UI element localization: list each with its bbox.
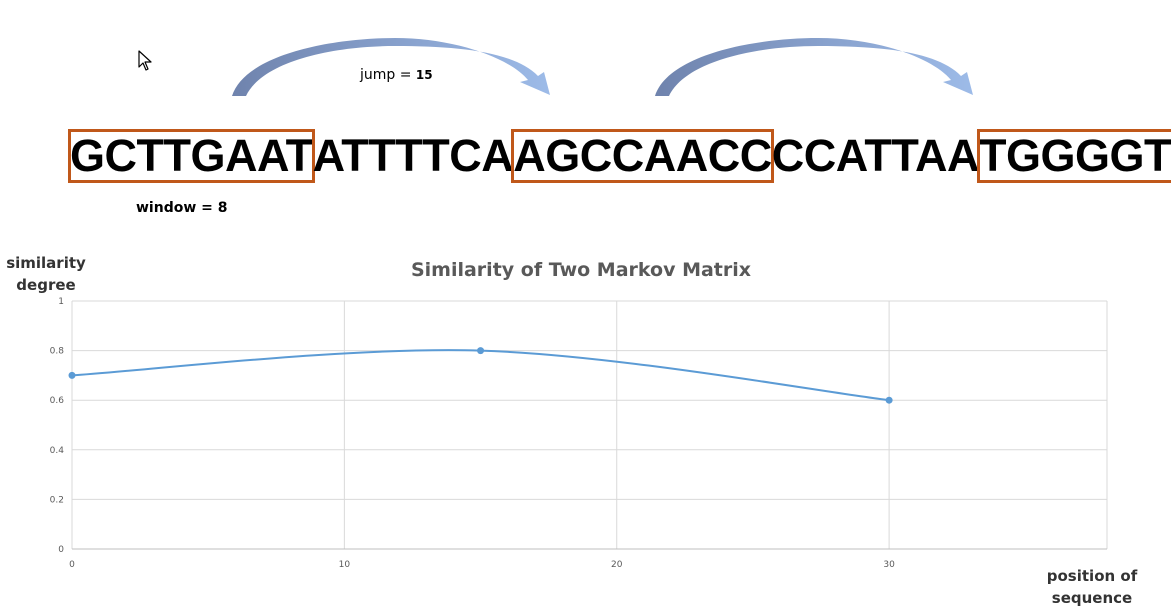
sequence-window-0: GCTTGAAT <box>68 129 315 183</box>
y-axis-title: similarity degree <box>6 252 86 296</box>
x-tick-label-0: 0 <box>69 560 75 570</box>
x-axis-title-line2: sequence <box>1051 589 1133 607</box>
jump-arrows <box>232 38 973 96</box>
jump-arrow-1 <box>232 38 550 96</box>
y-axis-title-line1: similarity <box>6 254 86 272</box>
y-tick-label-5: 1 <box>58 297 64 307</box>
data-point-1 <box>477 347 485 355</box>
mouse-pointer-icon <box>138 50 152 71</box>
data-point-2 <box>885 396 893 404</box>
y-tick-label-2: 0.4 <box>50 446 65 456</box>
dna-sequence: GCTTGAATATTTTCAAGCCAACCCCATTAATGGGGTTA <box>68 129 1171 183</box>
series-line <box>71 349 890 402</box>
window-label: window = 8 <box>136 200 228 216</box>
sequence-gap-3: CCATTAA <box>771 130 980 181</box>
y-tick-label-0: 0 <box>58 545 64 555</box>
jump-arrow-2 <box>655 38 973 96</box>
jump-word: jump = <box>360 67 416 83</box>
chart-title: Similarity of Two Markov Matrix <box>410 259 752 281</box>
y-tick-label-4: 0.8 <box>50 347 65 357</box>
jump-value: 15 <box>415 68 433 82</box>
x-tick-label-2: 20 <box>611 560 623 570</box>
x-tick-label-3: 30 <box>883 560 895 570</box>
x-axis-title-line1: position of <box>1046 567 1138 585</box>
x-axis-title: position of sequence <box>1040 565 1144 609</box>
y-tick-label-3: 0.6 <box>50 396 65 406</box>
data-point-0 <box>68 371 76 379</box>
sequence-gap-1: ATTTTCA <box>312 130 514 181</box>
sequence-window-2: AGCCAACC <box>511 129 774 183</box>
sequence-window-4: TGGGGTTA <box>977 129 1171 183</box>
y-tick-label-1: 0.2 <box>50 495 64 505</box>
jump-label: jump = 15 <box>360 67 433 83</box>
x-tick-label-1: 10 <box>339 560 351 570</box>
y-axis-title-line2: degree <box>16 276 76 294</box>
